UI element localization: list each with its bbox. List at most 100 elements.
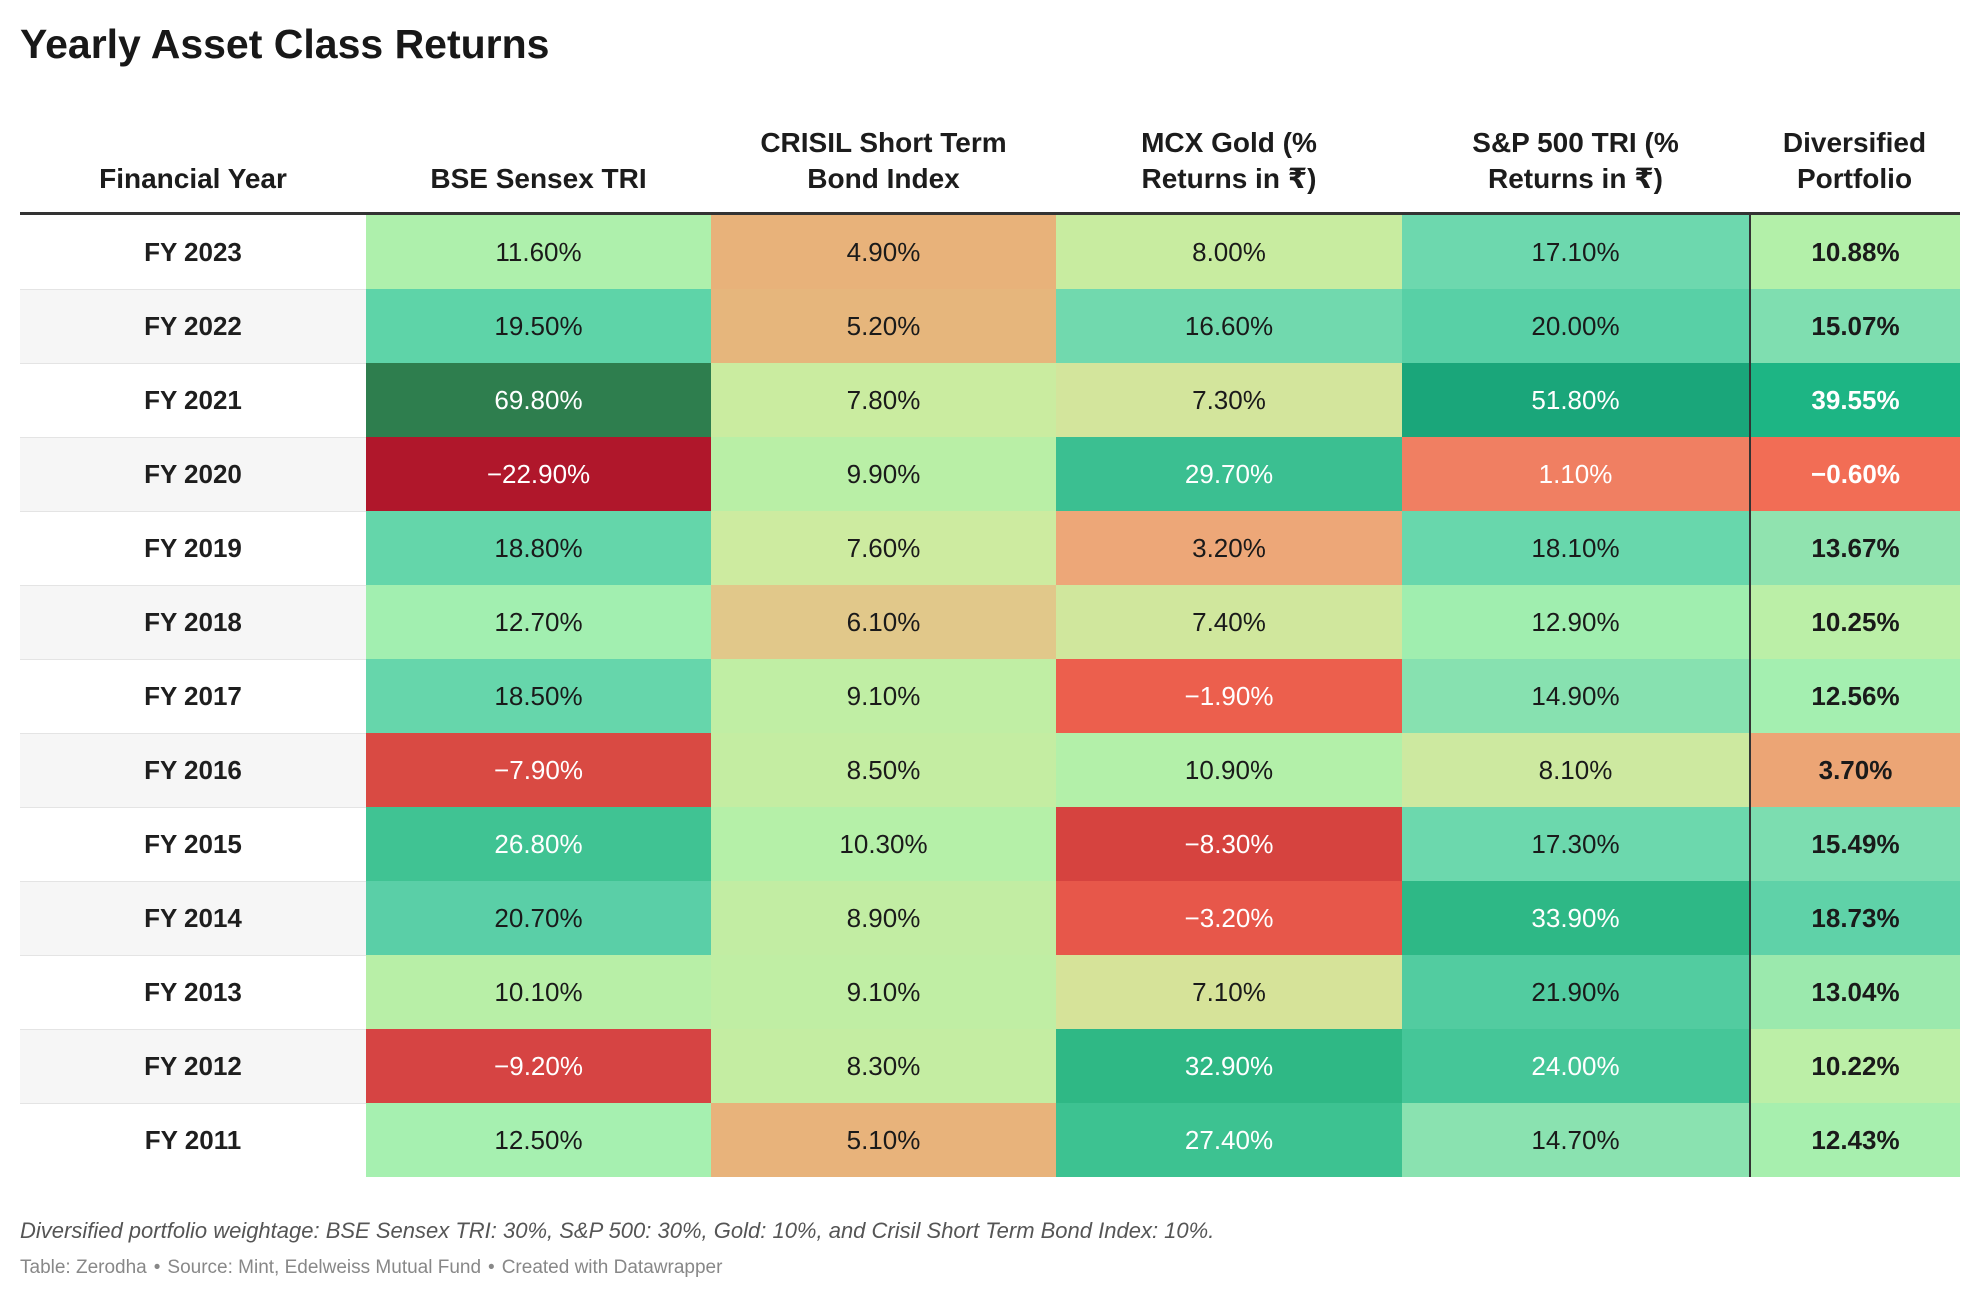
cell-bse-sensex-tri: 12.70% <box>366 585 711 659</box>
row-label-fy-2022: FY 2022 <box>20 289 366 363</box>
weightage-note: Diversified portfolio weightage: BSE Sen… <box>20 1218 1215 1243</box>
cell-bse-sensex-tri: −22.90% <box>366 437 711 511</box>
cell-diversified-portfolio: 18.73% <box>1749 881 1960 955</box>
cell-diversified-portfolio: 15.49% <box>1749 807 1960 881</box>
row-label-fy-2019: FY 2019 <box>20 511 366 585</box>
cell-diversified-portfolio: 13.67% <box>1749 511 1960 585</box>
cell-crisil-short-term-bond-index: 5.20% <box>711 289 1056 363</box>
source-text: Source: Mint, Edelweiss Mutual Fund <box>167 1257 482 1278</box>
cell-crisil-short-term-bond-index: 9.10% <box>711 955 1056 1029</box>
table-body: FY 2023 11.60% 4.90% 8.00% 17.10% 10.88% FY 20… <box>20 215 1960 1177</box>
column-header-label: S&P 500 TRI (% Returns in ₹) <box>1472 127 1679 194</box>
table-row: FY 2021 69.80% 7.80% 7.30% 51.80% 39.55% <box>20 363 1960 437</box>
row-label-fy-2017: FY 2017 <box>20 659 366 733</box>
separator: • <box>153 1257 161 1278</box>
cell-mcx-gold-returns-in: −8.30% <box>1056 807 1402 881</box>
cell-s-p-500-tri-returns-in: 21.90% <box>1402 955 1749 1029</box>
column-header-label: Diversified Portfolio <box>1782 127 1927 194</box>
table-row: FY 2014 20.70% 8.90% −3.20% 33.90% 18.73% <box>20 881 1960 955</box>
cell-s-p-500-tri-returns-in: 51.80% <box>1402 363 1749 437</box>
row-label-fy-2023: FY 2023 <box>20 215 366 289</box>
cell-s-p-500-tri-returns-in: 17.10% <box>1402 215 1749 289</box>
column-header-bse-sensex-tri: BSE Sensex TRI <box>366 118 711 212</box>
cell-s-p-500-tri-returns-in: 33.90% <box>1402 881 1749 955</box>
cell-mcx-gold-returns-in: 8.00% <box>1056 215 1402 289</box>
cell-crisil-short-term-bond-index: 10.30% <box>711 807 1056 881</box>
cell-diversified-portfolio: 10.88% <box>1749 215 1960 289</box>
column-header-label: CRISIL Short Term Bond Index <box>760 127 1007 194</box>
cell-bse-sensex-tri: 69.80% <box>366 363 711 437</box>
table-header: Financial Year BSE Sensex TRI CRISIL Short… <box>20 118 1960 215</box>
row-label-fy-2018: FY 2018 <box>20 585 366 659</box>
cell-diversified-portfolio: 10.25% <box>1749 585 1960 659</box>
column-header-diversified-portfolio: Diversified Portfolio <box>1749 118 1960 212</box>
cell-s-p-500-tri-returns-in: 20.00% <box>1402 289 1749 363</box>
table-row: FY 2019 18.80% 7.60% 3.20% 18.10% 13.67% <box>20 511 1960 585</box>
column-header-label: Financial Year <box>99 163 287 194</box>
table-row: FY 2018 12.70% 6.10% 7.40% 12.90% 10.25% <box>20 585 1960 659</box>
cell-diversified-portfolio: −0.60% <box>1749 437 1960 511</box>
cell-s-p-500-tri-returns-in: 14.90% <box>1402 659 1749 733</box>
column-header-label: BSE Sensex TRI <box>430 163 647 194</box>
cell-bse-sensex-tri: 18.50% <box>366 659 711 733</box>
row-label-fy-2011: FY 2011 <box>20 1103 366 1177</box>
cell-s-p-500-tri-returns-in: 1.10% <box>1402 437 1749 511</box>
cell-s-p-500-tri-returns-in: 12.90% <box>1402 585 1749 659</box>
cell-mcx-gold-returns-in: −1.90% <box>1056 659 1402 733</box>
table-row: FY 2017 18.50% 9.10% −1.90% 14.90% 12.56% <box>20 659 1960 733</box>
column-header-mcx-gold-returns-in: MCX Gold (% Returns in ₹) <box>1056 118 1402 212</box>
cell-s-p-500-tri-returns-in: 14.70% <box>1402 1103 1749 1177</box>
cell-diversified-portfolio: 12.43% <box>1749 1103 1960 1177</box>
row-label-fy-2012: FY 2012 <box>20 1029 366 1103</box>
table-row: FY 2013 10.10% 9.10% 7.10% 21.90% 13.04% <box>20 955 1960 1029</box>
cell-mcx-gold-returns-in: 10.90% <box>1056 733 1402 807</box>
cell-mcx-gold-returns-in: 32.90% <box>1056 1029 1402 1103</box>
row-label-fy-2021: FY 2021 <box>20 363 366 437</box>
column-header-crisil-short-term-bond-index: CRISIL Short Term Bond Index <box>711 118 1056 212</box>
row-label-fy-2014: FY 2014 <box>20 881 366 955</box>
cell-bse-sensex-tri: 19.50% <box>366 289 711 363</box>
byline: Table: Zerodha <box>20 1257 147 1278</box>
cell-bse-sensex-tri: 20.70% <box>366 881 711 955</box>
cell-diversified-portfolio: 3.70% <box>1749 733 1960 807</box>
cell-mcx-gold-returns-in: 29.70% <box>1056 437 1402 511</box>
cell-bse-sensex-tri: −9.20% <box>366 1029 711 1103</box>
cell-crisil-short-term-bond-index: 7.80% <box>711 363 1056 437</box>
cell-crisil-short-term-bond-index: 7.60% <box>711 511 1056 585</box>
cell-mcx-gold-returns-in: 3.20% <box>1056 511 1402 585</box>
cell-mcx-gold-returns-in: −3.20% <box>1056 881 1402 955</box>
cell-s-p-500-tri-returns-in: 18.10% <box>1402 511 1749 585</box>
cell-crisil-short-term-bond-index: 5.10% <box>711 1103 1056 1177</box>
row-label-fy-2015: FY 2015 <box>20 807 366 881</box>
table-row: FY 2020 −22.90% 9.90% 29.70% 1.10% −0.60% <box>20 437 1960 511</box>
datawrapper-credit-link[interactable]: Created with Datawrapper <box>501 1257 723 1278</box>
cell-bse-sensex-tri: 12.50% <box>366 1103 711 1177</box>
cell-crisil-short-term-bond-index: 6.10% <box>711 585 1056 659</box>
column-header-financial-year: Financial Year <box>20 118 366 212</box>
row-label-fy-2020: FY 2020 <box>20 437 366 511</box>
cell-diversified-portfolio: 15.07% <box>1749 289 1960 363</box>
cell-bse-sensex-tri: 26.80% <box>366 807 711 881</box>
cell-crisil-short-term-bond-index: 8.30% <box>711 1029 1056 1103</box>
cell-bse-sensex-tri: 10.10% <box>366 955 711 1029</box>
cell-bse-sensex-tri: −7.90% <box>366 733 711 807</box>
table-row: FY 2012 −9.20% 8.30% 32.90% 24.00% 10.22% <box>20 1029 1960 1103</box>
separator: • <box>488 1257 495 1278</box>
cell-bse-sensex-tri: 11.60% <box>366 215 711 289</box>
source-line: Table: Zerodha • Source: Mint, Edelweiss M… <box>20 1254 722 1282</box>
cell-diversified-portfolio: 13.04% <box>1749 955 1960 1029</box>
cell-s-p-500-tri-returns-in: 24.00% <box>1402 1029 1749 1103</box>
cell-diversified-portfolio: 39.55% <box>1749 363 1960 437</box>
cell-mcx-gold-returns-in: 16.60% <box>1056 289 1402 363</box>
cell-mcx-gold-returns-in: 7.40% <box>1056 585 1402 659</box>
cell-mcx-gold-returns-in: 7.30% <box>1056 363 1402 437</box>
data-table: Financial Year BSE Sensex TRI CRISIL Short… <box>20 118 1960 1177</box>
chart-title: Yearly Asset Class Returns <box>20 21 550 67</box>
cell-crisil-short-term-bond-index: 8.90% <box>711 881 1056 955</box>
table-row: FY 2011 12.50% 5.10% 27.40% 14.70% 12.43% <box>20 1103 1960 1177</box>
row-label-fy-2016: FY 2016 <box>20 733 366 807</box>
cell-mcx-gold-returns-in: 27.40% <box>1056 1103 1402 1177</box>
cell-diversified-portfolio: 12.56% <box>1749 659 1960 733</box>
cell-mcx-gold-returns-in: 7.10% <box>1056 955 1402 1029</box>
column-header-s-p-500-tri-returns-in: S&P 500 TRI (% Returns in ₹) <box>1402 118 1749 212</box>
